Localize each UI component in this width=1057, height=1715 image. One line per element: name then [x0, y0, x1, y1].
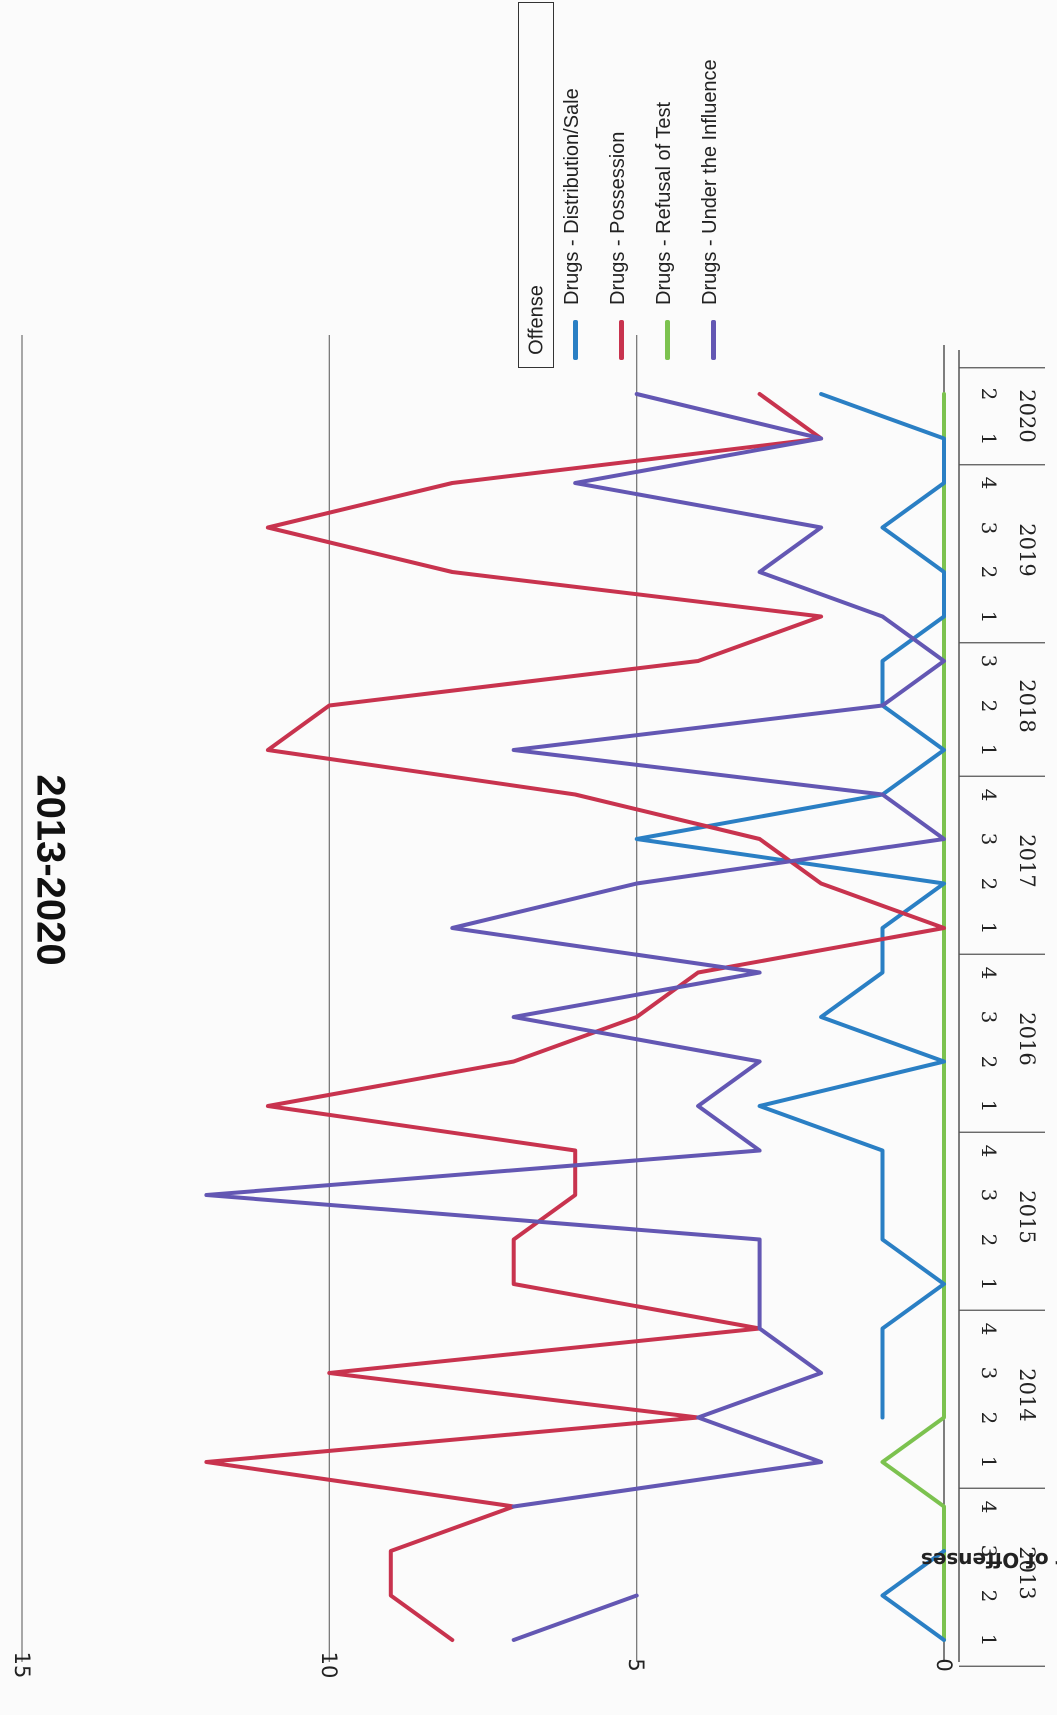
x-tick-label: 3	[977, 521, 1001, 534]
x-tick-label: 2	[977, 1233, 1001, 1246]
chart-title: 2013-2020	[28, 774, 73, 966]
legend-swatch	[573, 320, 578, 360]
series-line-drugs-possession	[204, 392, 946, 1642]
y-tick-label: 15	[10, 1651, 34, 1679]
x-tick-label: 1	[977, 1277, 1001, 1291]
legend-label: Drugs - Refusal of Test	[653, 101, 675, 305]
legend-swatch	[619, 320, 624, 360]
x-tick-label: 2	[977, 565, 1001, 579]
year-label: 2017	[1015, 834, 1039, 888]
x-tick-label: 2	[977, 877, 1001, 890]
legend-title: Offense	[525, 285, 548, 355]
x-tick-label: 4	[977, 476, 1001, 490]
x-tick-label: 1	[977, 743, 1001, 757]
x-tick-label: 2	[977, 1411, 1001, 1424]
x-tick-label: 4	[977, 788, 1001, 801]
x-tick-label: 3	[977, 1544, 1001, 1558]
legend-swatch	[665, 320, 670, 360]
x-tick-label: 3	[977, 1010, 1001, 1024]
x-tick-label: 3	[977, 1188, 1001, 1202]
x-tick-label: 2	[977, 699, 1001, 712]
series-line-drugs-distribution-sale	[880, 1549, 946, 1642]
x-tick-label: 3	[977, 1366, 1001, 1380]
x-tick-label: 2	[977, 387, 1001, 401]
x-tick-label: 2	[977, 1589, 1001, 1602]
year-label: 2016	[1015, 1012, 1039, 1066]
series-line-drugs-distribution-sale	[634, 392, 946, 1420]
y-tick-label: 5	[624, 1658, 648, 1672]
x-tick-label: 2	[977, 1055, 1001, 1068]
x-tick-label: 1	[977, 610, 1001, 623]
x-tick-label: 1	[977, 1633, 1001, 1647]
x-tick-label: 4	[977, 1500, 1001, 1513]
x-tick-label: 4	[977, 966, 1001, 979]
year-label: 2015	[1015, 1190, 1039, 1244]
series-line-drugs-under-the-influence	[511, 1593, 639, 1642]
legend-label: Drugs - Under the Influence	[699, 59, 721, 305]
legend-label: Drugs - Possession	[607, 131, 629, 305]
x-tick-label: 4	[977, 1322, 1001, 1335]
legend-swatch	[711, 320, 716, 360]
year-label: 2019	[1015, 523, 1039, 577]
y-tick-label: 10	[317, 1651, 341, 1679]
x-tick-label: 1	[977, 921, 1001, 935]
x-tick-label: 1	[977, 432, 1001, 445]
year-label: 2013	[1015, 1546, 1039, 1600]
series-line-drugs-refusal-of-test	[880, 392, 946, 1642]
x-tick-label: 4	[977, 1144, 1001, 1157]
x-tick-label: 3	[977, 654, 1001, 668]
year-label: 2018	[1015, 678, 1039, 733]
legend-label: Drugs - Distribution/Sale	[561, 88, 583, 305]
y-tick-label: 0	[932, 1658, 956, 1672]
legend	[518, 2, 554, 368]
x-tick-label: 3	[977, 832, 1001, 846]
x-tick-label: 1	[977, 1455, 1001, 1469]
year-label: 2020	[1015, 389, 1039, 443]
x-tick-label: 1	[977, 1099, 1001, 1113]
year-label: 2014	[1015, 1368, 1039, 1422]
series-line-drugs-under-the-influence	[204, 392, 946, 1509]
